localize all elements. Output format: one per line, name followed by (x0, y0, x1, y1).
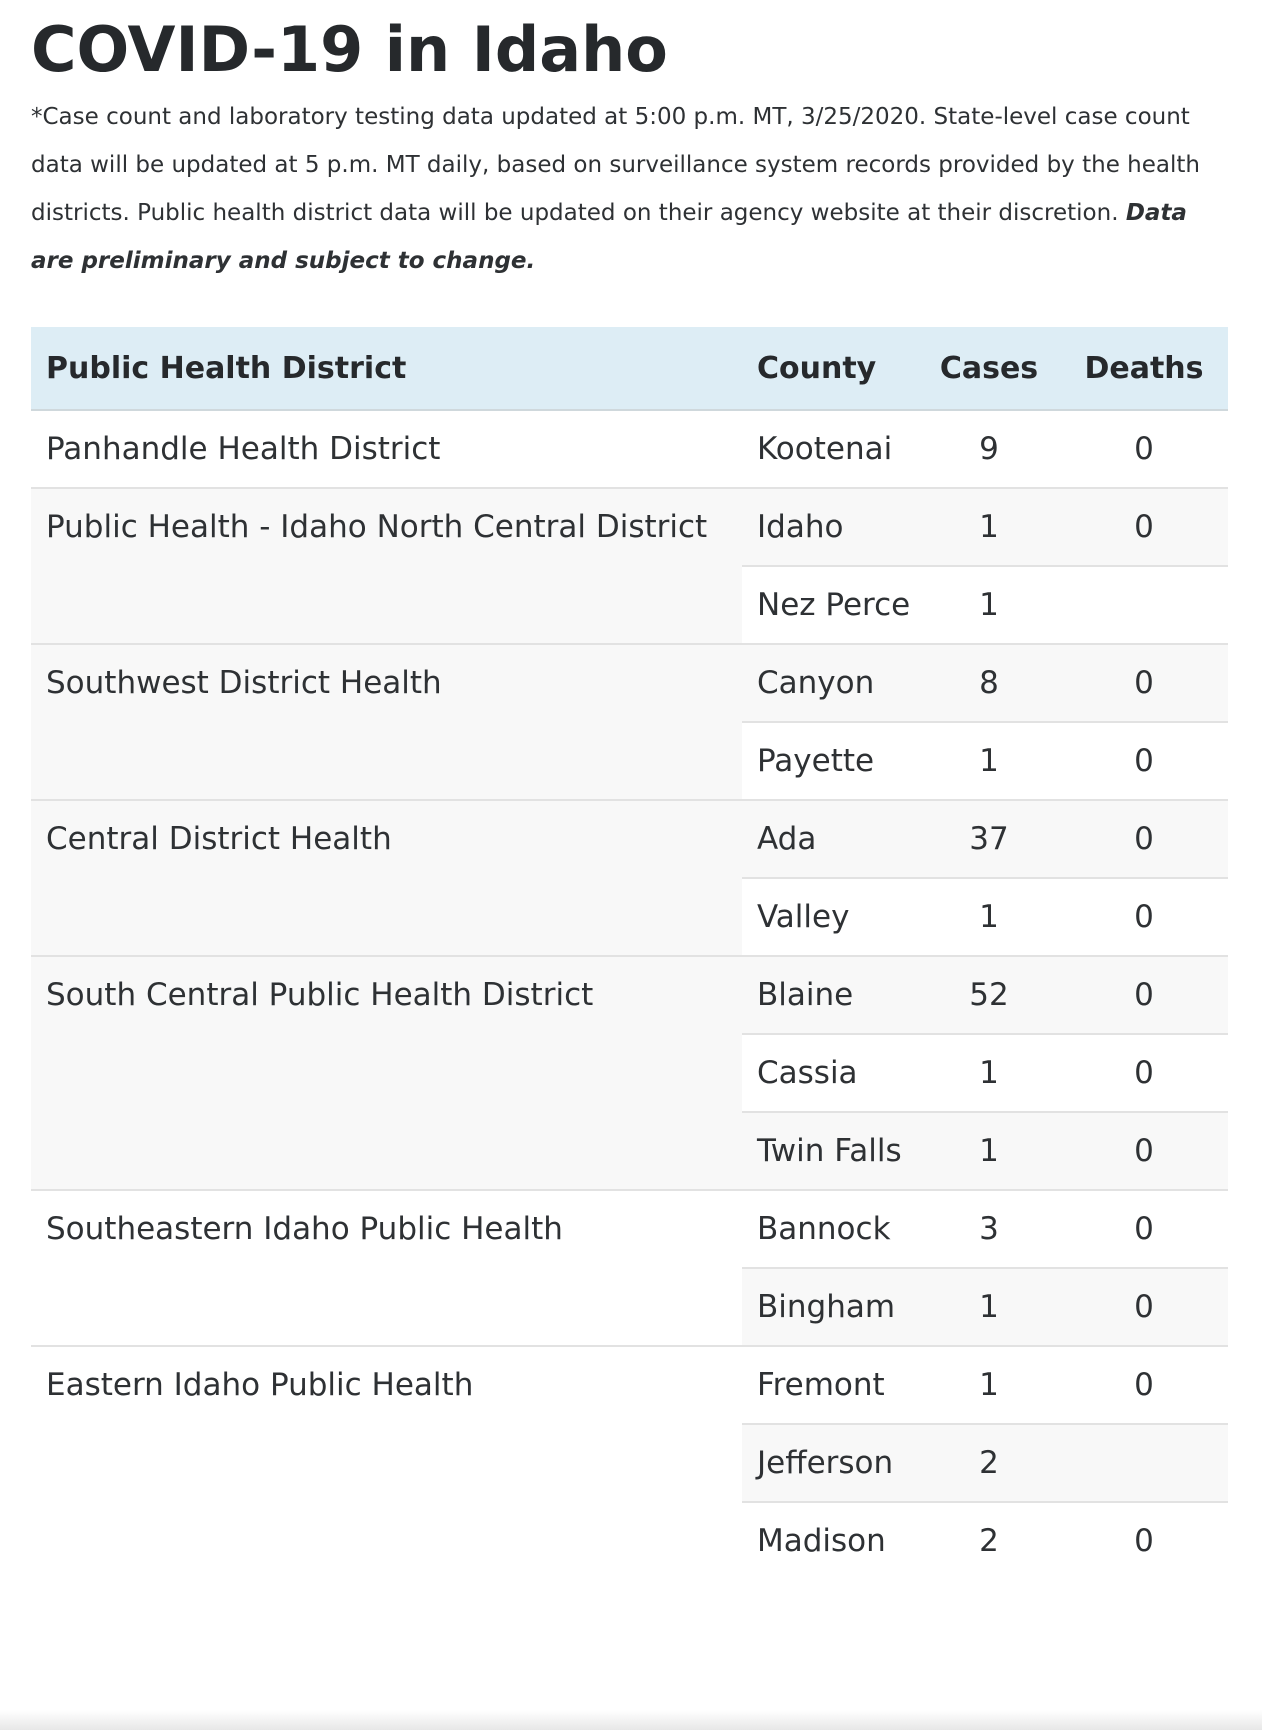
cell-county: Jefferson (742, 1423, 918, 1502)
table-row: Eastern Idaho Public Health Fremont 1 0 (31, 1345, 1228, 1579)
page-bottom-shadow (0, 1710, 1262, 1730)
cell-county: Bingham (742, 1267, 918, 1346)
cell-county: Cassia (742, 1033, 918, 1112)
table-row: Madison 2 0 (31, 1501, 1228, 1579)
cell-cases: 37 (918, 799, 1060, 878)
cell-cases: 8 (918, 643, 1060, 722)
cell-county: Fremont (742, 1345, 918, 1424)
cell-deaths: 0 (1060, 799, 1228, 878)
cell-county: Nez Perce (742, 565, 918, 644)
cell-deaths: 0 (1060, 487, 1228, 566)
cell-cases: 2 (918, 1423, 1060, 1502)
cell-county: Valley (742, 877, 918, 956)
cell-district: Public Health - Idaho North Central Dist… (31, 487, 742, 644)
cell-county: Idaho (742, 487, 918, 566)
table-row: Payette 1 0 (31, 721, 1228, 800)
cell-deaths: 0 (1060, 1111, 1228, 1190)
cell-district: Central District Health (31, 799, 742, 956)
cell-county: Canyon (742, 643, 918, 722)
cell-district: Southwest District Health (31, 643, 742, 800)
cell-cases: 1 (918, 565, 1060, 644)
header-district: Public Health District (31, 327, 742, 411)
cell-deaths: 0 (1060, 643, 1228, 722)
cell-deaths (1060, 565, 1228, 644)
note-text: *Case count and laboratory testing data … (31, 104, 1200, 226)
covid-cases-table: Public Health District County Cases Deat… (31, 327, 1228, 1579)
note-emphasis: Data are preliminary and subject to chan… (31, 200, 1187, 274)
cell-county: Kootenai (742, 409, 918, 488)
cell-deaths: 0 (1060, 1267, 1228, 1346)
cell-cases: 3 (918, 1189, 1060, 1268)
cell-cases: 2 (918, 1501, 1060, 1579)
cell-cases: 1 (918, 721, 1060, 800)
table-row: Southwest District Health Canyon 8 0 (31, 643, 1228, 800)
cell-deaths (1060, 1423, 1228, 1502)
table-row: Southeastern Idaho Public Health Bannock 3… (31, 1189, 1228, 1346)
cell-cases: 1 (918, 487, 1060, 566)
cell-deaths: 0 (1060, 409, 1228, 488)
cell-district: Southeastern Idaho Public Health (31, 1189, 742, 1346)
cell-deaths: 0 (1060, 1189, 1228, 1268)
table-row: Public Health - Idaho North Central Dist… (31, 487, 1228, 644)
cell-cases: 1 (918, 877, 1060, 956)
cell-cases: 1 (918, 1345, 1060, 1424)
cell-district: South Central Public Health District (31, 955, 742, 1190)
cell-cases: 1 (918, 1267, 1060, 1346)
cell-cases: 9 (918, 409, 1060, 488)
cell-county: Payette (742, 721, 918, 800)
cell-county: Bannock (742, 1189, 918, 1268)
table-row: South Central Public Health District Blai… (31, 955, 1228, 1190)
table-row: Nez Perce 1 (31, 565, 1228, 644)
table-row: Central District Health Ada 37 0 (31, 799, 1228, 956)
table-row: Cassia 1 0 (31, 1033, 1228, 1112)
cell-deaths: 0 (1060, 1033, 1228, 1112)
table-row: Twin Falls 1 0 (31, 1111, 1228, 1190)
cell-district: Eastern Idaho Public Health (31, 1345, 742, 1579)
cell-county: Ada (742, 799, 918, 878)
cell-deaths: 0 (1060, 877, 1228, 956)
cell-deaths: 0 (1060, 721, 1228, 800)
cell-cases: 1 (918, 1033, 1060, 1112)
table-row: Jefferson 2 (31, 1423, 1228, 1502)
table-row: Bingham 1 0 (31, 1267, 1228, 1346)
cell-district: Panhandle Health District (31, 409, 742, 488)
cell-cases: 52 (918, 955, 1060, 1034)
cell-deaths: 0 (1060, 955, 1228, 1034)
header-county: County (742, 327, 918, 411)
cell-cases: 1 (918, 1111, 1060, 1190)
data-update-note: *Case count and laboratory testing data … (31, 93, 1231, 285)
table-row: Valley 1 0 (31, 877, 1228, 956)
table-header-row: Public Health District County Cases Deat… (31, 327, 1228, 411)
cell-county: Blaine (742, 955, 918, 1034)
cell-deaths: 0 (1060, 1501, 1228, 1579)
header-cases: Cases (918, 327, 1060, 411)
header-deaths: Deaths (1060, 327, 1228, 411)
cell-deaths: 0 (1060, 1345, 1228, 1424)
cell-county: Twin Falls (742, 1111, 918, 1190)
table-row: Panhandle Health District Kootenai 9 0 (31, 409, 1228, 488)
table-body: Panhandle Health District Kootenai 9 0 Publi… (31, 409, 1228, 1579)
cell-county: Madison (742, 1501, 918, 1579)
page-title: COVID-19 in Idaho (31, 13, 668, 86)
